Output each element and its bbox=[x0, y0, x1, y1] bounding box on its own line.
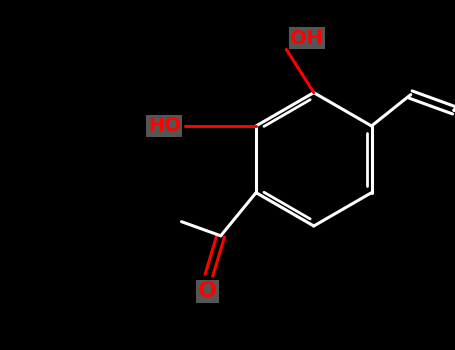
Text: O: O bbox=[198, 281, 217, 301]
Text: HO: HO bbox=[148, 117, 181, 135]
Text: OH: OH bbox=[290, 29, 323, 48]
